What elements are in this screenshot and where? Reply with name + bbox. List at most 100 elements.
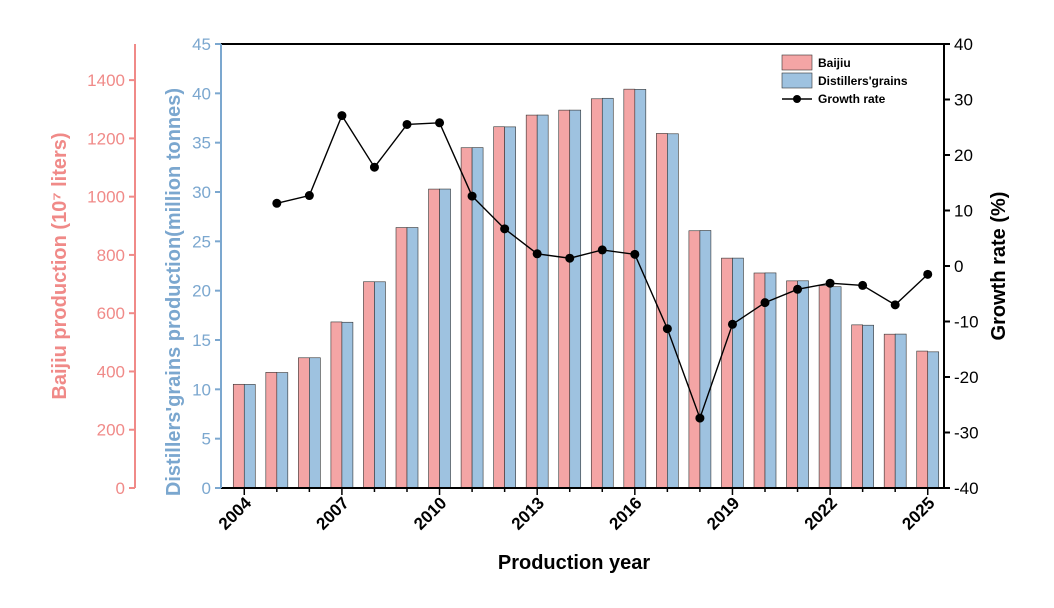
distillers-tick-label: 5: [202, 430, 211, 449]
x-tick-label-2007: 2007: [313, 493, 353, 533]
growth-rate-point-2012: [500, 224, 510, 234]
growth-tick-label: -20: [954, 368, 979, 387]
bar-baijiu-2016: [623, 88, 636, 489]
bar-baijiu-2009: [395, 227, 408, 489]
growth-rate-point-2005: [272, 198, 282, 208]
distillers-tick-label: 45: [192, 35, 211, 54]
bar-distillers-grains-2014: [569, 109, 582, 489]
bar-baijiu-2006: [298, 357, 310, 489]
baijiu-tick-label: 200: [97, 421, 125, 440]
bar-baijiu-2004: [232, 383, 245, 489]
baijiu-tick-label: 400: [97, 362, 125, 381]
baijiu-tick-label: 0: [116, 479, 125, 498]
distillers-tick-label: 40: [192, 84, 211, 103]
growth-rate-point-2010: [435, 118, 445, 128]
growth-tick-label: 10: [954, 202, 973, 221]
legend-label-growth-rate: Growth rate: [818, 92, 886, 106]
x-tick-label-2016: 2016: [605, 493, 645, 533]
bar-baijiu-2024: [883, 333, 896, 489]
distillers-tick-label: 25: [192, 232, 211, 251]
legend-swatch-baijiu: [781, 54, 813, 71]
legend-swatch-distillers-grains: [781, 72, 813, 89]
distillers-tick-label: 10: [192, 380, 211, 399]
growth-rate-point-2006: [304, 191, 314, 201]
growth-rate-point-2025: [923, 269, 933, 279]
growth-rate-point-2013: [532, 249, 542, 259]
legend-label-baijiu: Baijiu: [818, 56, 851, 70]
bar-baijiu-2010: [428, 188, 440, 489]
bar-distillers-grains-2012: [504, 126, 516, 489]
bar-distillers-grains-2007: [341, 321, 354, 489]
distillers-tick-label: 0: [202, 479, 211, 498]
growth-rate-point-2023: [858, 280, 868, 290]
bar-distillers-grains-2013: [536, 114, 549, 489]
growth-tick-label: -40: [954, 479, 979, 498]
growth-rate-point-2024: [890, 300, 900, 310]
bar-distillers-grains-2025: [927, 351, 940, 489]
bar-baijiu-2019: [721, 257, 733, 489]
bar-distillers-grains-2024: [894, 333, 907, 489]
growth-rate-point-2007: [337, 111, 347, 121]
growth-rate-point-2022: [825, 278, 835, 288]
distillers-tick-label: 35: [192, 134, 211, 153]
bar-baijiu-2014: [558, 109, 571, 489]
bar-distillers-grains-2019: [732, 257, 744, 489]
bar-baijiu-2015: [590, 98, 603, 489]
bar-distillers-grains-2005: [276, 372, 289, 489]
growth-rate-point-2020: [760, 298, 770, 308]
distillers-tick-label: 15: [192, 331, 211, 350]
bar-distillers-grains-2009: [406, 227, 419, 489]
growth-rate-point-2014: [565, 253, 575, 263]
growth-tick-label: 0: [954, 257, 963, 276]
growth-rate-point-2017: [662, 324, 672, 334]
growth-tick-label: -10: [954, 313, 979, 332]
bar-baijiu-2018: [688, 230, 701, 489]
bar-distillers-grains-2004: [243, 384, 256, 489]
growth-rate-point-2008: [369, 162, 379, 172]
growth-axis-title: Growth rate (%): [988, 192, 1010, 341]
bar-baijiu-2022: [818, 285, 831, 489]
bar-baijiu-2008: [363, 281, 375, 489]
bar-baijiu-2013: [525, 114, 538, 489]
growth-rate-point-2011: [467, 191, 477, 201]
x-tick-label-2013: 2013: [508, 493, 548, 533]
bar-distillers-grains-2023: [862, 324, 874, 489]
bar-distillers-grains-2015: [601, 97, 614, 489]
growth-line-layer: [272, 111, 933, 423]
baijiu-axis-title: Baijiu production (10⁷ liters): [49, 132, 71, 399]
growth-rate-point-2009: [402, 119, 412, 129]
bar-baijiu-2005: [265, 372, 278, 489]
bar-distillers-grains-2017: [667, 133, 679, 489]
growth-tick-label: 30: [954, 91, 973, 110]
distillers-tick-label: 20: [192, 282, 211, 301]
growth-rate-point-2016: [630, 249, 640, 259]
growth-tick-label: -30: [954, 424, 979, 443]
bar-distillers-grains-2016: [634, 89, 647, 489]
bar-distillers-grains-2006: [309, 357, 321, 489]
growth-rate-point-2018: [695, 413, 705, 423]
bar-baijiu-2007: [330, 321, 343, 489]
bar-distillers-grains-2022: [829, 286, 842, 489]
legend-marker-growth-rate: [793, 95, 801, 103]
legend-label-distillers-grains: Distillers'grains: [818, 74, 908, 88]
baijiu-tick-label: 1400: [87, 71, 125, 90]
legend: Baijiu Distillers'grains Growth rate: [781, 54, 908, 106]
bar-baijiu-2021: [786, 280, 798, 489]
growth-rate-point-2019: [727, 319, 737, 329]
bar-baijiu-2023: [851, 324, 863, 489]
growth-rate-point-2021: [793, 284, 803, 294]
bars-layer: [232, 88, 940, 489]
x-tick-label-2010: 2010: [410, 493, 450, 533]
x-tick-label-2022: 2022: [801, 493, 841, 533]
baijiu-tick-label: 1000: [87, 188, 125, 207]
growth-rate-point-2015: [597, 245, 607, 255]
baijiu-tick-label: 600: [97, 304, 125, 323]
baijiu-tick-label: 1200: [87, 129, 125, 148]
baijiu-tick-label: 800: [97, 246, 125, 265]
bar-baijiu-2012: [493, 126, 505, 489]
growth-tick-label: 20: [954, 146, 973, 165]
bar-distillers-grains-2008: [374, 281, 386, 489]
distillers-tick-label: 30: [192, 183, 211, 202]
x-axis-title: Production year: [498, 552, 650, 574]
